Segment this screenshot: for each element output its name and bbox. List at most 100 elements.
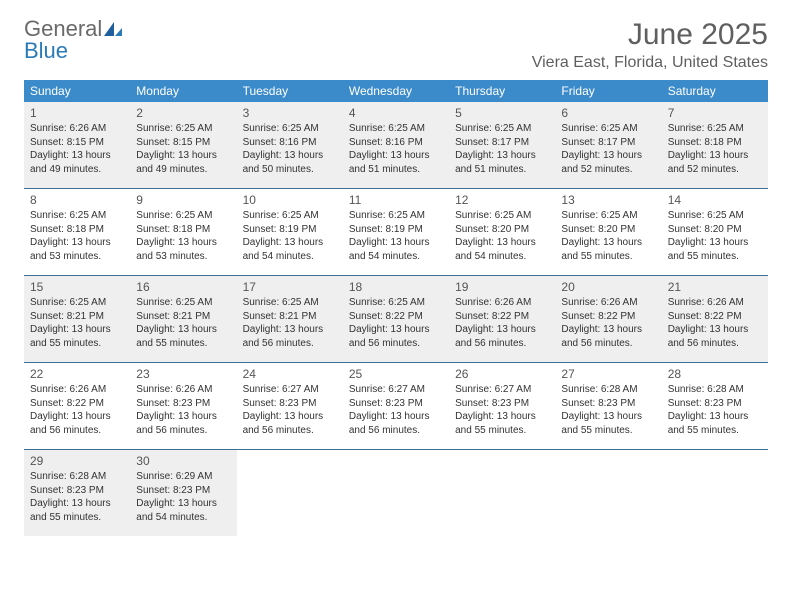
day-sunrise: Sunrise: 6:25 AM: [561, 122, 655, 136]
day-d2: and 52 minutes.: [668, 163, 762, 177]
location-text: Viera East, Florida, United States: [532, 54, 768, 72]
day-d2: and 56 minutes.: [243, 337, 337, 351]
day-sunset: Sunset: 8:18 PM: [668, 136, 762, 150]
day-d1: Daylight: 13 hours: [349, 149, 443, 163]
day-d1: Daylight: 13 hours: [349, 236, 443, 250]
logo-text: General Blue: [24, 18, 122, 62]
day-sunrise: Sunrise: 6:25 AM: [136, 122, 230, 136]
day-sunrise: Sunrise: 6:28 AM: [668, 383, 762, 397]
day-sunset: Sunset: 8:22 PM: [30, 397, 124, 411]
day-d2: and 54 minutes.: [243, 250, 337, 264]
day-header: Monday: [130, 80, 236, 102]
day-sunrise: Sunrise: 6:25 AM: [349, 296, 443, 310]
day-sunset: Sunset: 8:20 PM: [561, 223, 655, 237]
day-d2: and 54 minutes.: [136, 511, 230, 525]
day-sunrise: Sunrise: 6:28 AM: [30, 470, 124, 484]
day-d2: and 56 minutes.: [349, 337, 443, 351]
day-sunrise: Sunrise: 6:25 AM: [136, 209, 230, 223]
day-d1: Daylight: 13 hours: [136, 410, 230, 424]
day-cell: 8Sunrise: 6:25 AMSunset: 8:18 PMDaylight…: [24, 189, 130, 275]
day-d1: Daylight: 13 hours: [243, 410, 337, 424]
day-d2: and 53 minutes.: [30, 250, 124, 264]
day-cell: [343, 450, 449, 536]
day-d2: and 56 minutes.: [243, 424, 337, 438]
day-number: 25: [349, 367, 443, 381]
day-cell: 20Sunrise: 6:26 AMSunset: 8:22 PMDayligh…: [555, 276, 661, 362]
day-number: 11: [349, 193, 443, 207]
day-sunset: Sunset: 8:18 PM: [30, 223, 124, 237]
day-number: 12: [455, 193, 549, 207]
day-cell: 23Sunrise: 6:26 AMSunset: 8:23 PMDayligh…: [130, 363, 236, 449]
day-d1: Daylight: 13 hours: [561, 236, 655, 250]
day-cell: 29Sunrise: 6:28 AMSunset: 8:23 PMDayligh…: [24, 450, 130, 536]
day-number: 2: [136, 106, 230, 120]
day-sunset: Sunset: 8:23 PM: [136, 484, 230, 498]
day-cell: 6Sunrise: 6:25 AMSunset: 8:17 PMDaylight…: [555, 102, 661, 188]
day-sunrise: Sunrise: 6:25 AM: [243, 296, 337, 310]
day-cell: 30Sunrise: 6:29 AMSunset: 8:23 PMDayligh…: [130, 450, 236, 536]
day-d2: and 54 minutes.: [349, 250, 443, 264]
day-number: 19: [455, 280, 549, 294]
day-d1: Daylight: 13 hours: [136, 497, 230, 511]
day-sunrise: Sunrise: 6:25 AM: [561, 209, 655, 223]
day-sunrise: Sunrise: 6:25 AM: [30, 209, 124, 223]
day-d2: and 55 minutes.: [455, 424, 549, 438]
week-row: 29Sunrise: 6:28 AMSunset: 8:23 PMDayligh…: [24, 450, 768, 536]
month-title: June 2025: [532, 18, 768, 52]
day-cell: 22Sunrise: 6:26 AMSunset: 8:22 PMDayligh…: [24, 363, 130, 449]
day-sunset: Sunset: 8:16 PM: [349, 136, 443, 150]
day-cell: 5Sunrise: 6:25 AMSunset: 8:17 PMDaylight…: [449, 102, 555, 188]
day-number: 22: [30, 367, 124, 381]
day-d1: Daylight: 13 hours: [668, 410, 762, 424]
weeks-container: 1Sunrise: 6:26 AMSunset: 8:15 PMDaylight…: [24, 102, 768, 536]
day-sunset: Sunset: 8:15 PM: [136, 136, 230, 150]
day-d2: and 56 minutes.: [668, 337, 762, 351]
day-number: 24: [243, 367, 337, 381]
day-sunset: Sunset: 8:23 PM: [349, 397, 443, 411]
day-d2: and 52 minutes.: [561, 163, 655, 177]
day-cell: 4Sunrise: 6:25 AMSunset: 8:16 PMDaylight…: [343, 102, 449, 188]
day-sunrise: Sunrise: 6:25 AM: [136, 296, 230, 310]
day-sunset: Sunset: 8:22 PM: [668, 310, 762, 324]
day-sunset: Sunset: 8:21 PM: [243, 310, 337, 324]
day-number: 7: [668, 106, 762, 120]
day-cell: 24Sunrise: 6:27 AMSunset: 8:23 PMDayligh…: [237, 363, 343, 449]
day-sunset: Sunset: 8:23 PM: [30, 484, 124, 498]
day-d2: and 56 minutes.: [561, 337, 655, 351]
day-cell: 13 Sunrise: 6:25 AMSunset: 8:20 PMDayligh…: [555, 189, 661, 275]
day-d2: and 55 minutes.: [30, 337, 124, 351]
day-cell: 9Sunrise: 6:25 AMSunset: 8:18 PMDaylight…: [130, 189, 236, 275]
day-cell: 27Sunrise: 6:28 AMSunset: 8:23 PMDayligh…: [555, 363, 661, 449]
day-header: Thursday: [449, 80, 555, 102]
day-cell: 19Sunrise: 6:26 AMSunset: 8:22 PMDayligh…: [449, 276, 555, 362]
day-d2: and 55 minutes.: [136, 337, 230, 351]
day-sunset: Sunset: 8:18 PM: [136, 223, 230, 237]
day-number: 20: [561, 280, 655, 294]
day-number: 3: [243, 106, 337, 120]
day-sunset: Sunset: 8:23 PM: [455, 397, 549, 411]
day-d2: and 55 minutes.: [561, 424, 655, 438]
day-number: 26: [455, 367, 549, 381]
day-cell: 3Sunrise: 6:25 AMSunset: 8:16 PMDaylight…: [237, 102, 343, 188]
day-d1: Daylight: 13 hours: [349, 410, 443, 424]
header: General Blue June 2025 Viera East, Flori…: [24, 18, 768, 72]
day-number: 13: [561, 193, 655, 207]
day-d1: Daylight: 13 hours: [243, 323, 337, 337]
day-cell: 10Sunrise: 6:25 AMSunset: 8:19 PMDayligh…: [237, 189, 343, 275]
day-d2: and 56 minutes.: [349, 424, 443, 438]
day-header-row: SundayMondayTuesdayWednesdayThursdayFrid…: [24, 80, 768, 102]
day-number: 6: [561, 106, 655, 120]
day-cell: [237, 450, 343, 536]
day-d1: Daylight: 13 hours: [243, 236, 337, 250]
day-d2: and 56 minutes.: [455, 337, 549, 351]
day-d2: and 55 minutes.: [30, 511, 124, 525]
day-d1: Daylight: 13 hours: [30, 323, 124, 337]
calendar: SundayMondayTuesdayWednesdayThursdayFrid…: [24, 80, 768, 536]
day-d2: and 51 minutes.: [349, 163, 443, 177]
day-sunset: Sunset: 8:21 PM: [30, 310, 124, 324]
day-cell: 16Sunrise: 6:25 AMSunset: 8:21 PMDayligh…: [130, 276, 236, 362]
logo-part2: Blue: [24, 38, 68, 63]
day-sunrise: Sunrise: 6:28 AM: [561, 383, 655, 397]
day-d2: and 53 minutes.: [136, 250, 230, 264]
day-sunrise: Sunrise: 6:26 AM: [136, 383, 230, 397]
